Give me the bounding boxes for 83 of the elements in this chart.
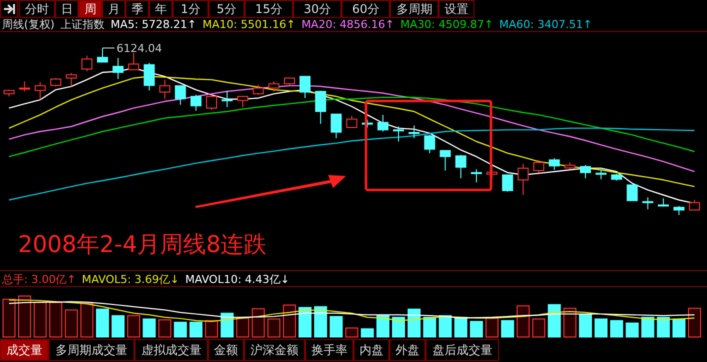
bar	[252, 308, 265, 338]
bar	[516, 305, 530, 338]
bar	[34, 302, 47, 338]
text: 季	[131, 2, 144, 16]
text: MAVOL10: 4.43亿↓	[185, 273, 290, 286]
candlestick	[470, 168, 482, 183]
bar	[18, 296, 32, 338]
text: MA5: 5728.21↑	[110, 18, 197, 31]
text: 5分	[216, 2, 236, 16]
bar	[298, 306, 312, 338]
bar	[112, 315, 125, 338]
bar	[594, 318, 608, 338]
bar	[64, 309, 78, 338]
bar	[267, 318, 280, 338]
bar	[470, 320, 483, 338]
text: 60分	[352, 2, 380, 16]
bar	[330, 316, 343, 338]
text: MA10: 5501.16↑	[202, 18, 296, 31]
bar	[360, 328, 374, 338]
candlestick	[159, 79, 170, 100]
chart-title: 周线(复权)	[2, 18, 55, 31]
bar	[408, 308, 421, 338]
bar	[2, 298, 16, 338]
bar	[127, 315, 140, 338]
text: 虚拟成交量	[141, 343, 202, 358]
bar	[454, 316, 468, 338]
text: 多周期	[396, 2, 432, 16]
text: 周	[84, 2, 96, 16]
text: 盘后成交量	[432, 343, 492, 358]
bar	[501, 320, 514, 338]
bar	[158, 319, 172, 338]
bar	[189, 322, 202, 338]
bar	[532, 318, 546, 338]
bar	[548, 304, 561, 338]
text: 成交量	[6, 343, 42, 358]
bar	[174, 322, 187, 338]
text: MA30: 4509.87↑	[400, 18, 494, 31]
text: 1分	[180, 2, 200, 16]
bar	[626, 322, 639, 338]
bar	[563, 308, 576, 338]
bar	[96, 308, 109, 338]
bar	[314, 306, 328, 338]
bar	[392, 316, 406, 338]
text: MA60: 3407.51↑	[499, 18, 592, 31]
bar	[345, 327, 358, 338]
text: MA20: 4856.16↑	[301, 18, 394, 31]
bar	[610, 320, 624, 338]
text: 30分	[304, 2, 331, 16]
candlestick	[596, 169, 607, 180]
text: 2008年2-4月周线8连跌	[18, 232, 267, 258]
text: 设置	[444, 2, 468, 16]
candlestick	[393, 126, 404, 142]
bar	[688, 308, 702, 338]
bar	[49, 302, 62, 338]
text: 分时	[25, 2, 49, 16]
chart-subtitle: 上证指数	[60, 18, 105, 31]
text: 换手率	[311, 343, 348, 358]
text: 内盘	[360, 343, 384, 358]
bar	[656, 316, 670, 338]
chart-title: 总手: 3.00亿↑	[1, 273, 76, 286]
bar	[236, 318, 250, 338]
bar	[578, 314, 592, 338]
text: 年	[154, 2, 167, 16]
bar	[205, 320, 218, 338]
bar	[438, 315, 452, 338]
bar	[80, 302, 94, 338]
bar	[376, 315, 390, 338]
bar	[423, 316, 436, 338]
text: 外盘	[396, 343, 420, 358]
bar	[641, 316, 654, 338]
bar	[485, 318, 498, 338]
bar	[672, 318, 686, 338]
text: 沪深金额	[250, 343, 298, 358]
text: 日	[60, 2, 73, 16]
series-label: MAVOL5: 3.69亿↓	[82, 273, 180, 286]
annotation: 6124.04	[116, 42, 162, 55]
bar	[282, 304, 296, 338]
text: 月	[108, 2, 120, 16]
text: 多周期成交量	[56, 343, 128, 358]
text: 15分	[255, 2, 282, 16]
bar	[220, 312, 234, 338]
bar	[142, 318, 156, 338]
text: 金额	[214, 343, 238, 358]
